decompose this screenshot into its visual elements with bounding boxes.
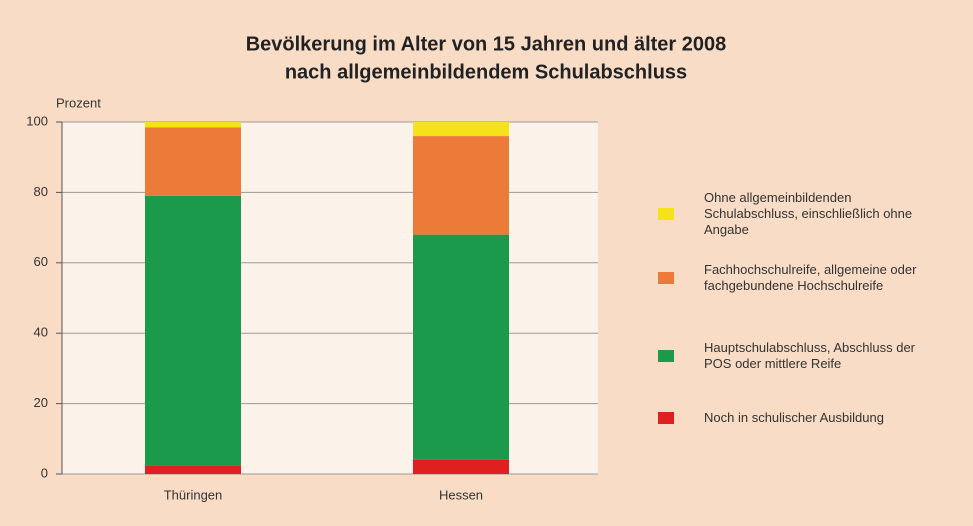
legend-item: Noch in schulischer Ausbildung xyxy=(658,410,948,426)
chart-title: Bevölkerung im Alter von 15 Jahren und ä… xyxy=(246,33,727,55)
legend-item: Fachhochschulreife, allgemeine oder fach… xyxy=(658,262,948,294)
legend-swatch xyxy=(658,272,674,284)
bar-segment xyxy=(145,122,241,128)
bar-segment xyxy=(413,136,509,235)
chart-subtitle: nach allgemeinbildendem Schulabschluss xyxy=(285,61,687,83)
bar-segment xyxy=(145,465,241,474)
y-tick-label: 40 xyxy=(34,325,48,340)
legend-swatch xyxy=(658,412,674,424)
legend-item: Ohne allgemeinbildenden Schulabschluss, … xyxy=(658,190,948,238)
y-tick-label: 80 xyxy=(34,184,48,199)
legend-swatch xyxy=(658,350,674,362)
bar-segment xyxy=(145,127,241,196)
legend-label: Noch in schulischer Ausbildung xyxy=(704,410,884,425)
bar-segment xyxy=(413,459,509,474)
legend-label: Ohne allgemeinbildenden Schulabschluss, … xyxy=(704,190,913,237)
bar-segment xyxy=(413,234,509,460)
y-tick-label: 100 xyxy=(26,113,48,128)
legend-label: Fachhochschulreife, allgemeine oder fach… xyxy=(704,262,917,293)
bar-segment xyxy=(413,122,509,137)
y-tick-label: 20 xyxy=(34,395,48,410)
legend-label: Hauptschulabschluss, Abschluss der POS o… xyxy=(704,340,916,371)
x-tick-label: Thüringen xyxy=(164,487,223,502)
y-axis-label: Prozent xyxy=(56,95,101,110)
legend-swatch xyxy=(658,208,674,220)
y-tick-label: 60 xyxy=(34,254,48,269)
y-tick-label: 0 xyxy=(41,465,48,480)
bar-segment xyxy=(145,195,241,466)
legend-item: Hauptschulabschluss, Abschluss der POS o… xyxy=(658,340,948,372)
x-tick-label: Hessen xyxy=(439,487,483,502)
plot-area xyxy=(62,122,598,474)
